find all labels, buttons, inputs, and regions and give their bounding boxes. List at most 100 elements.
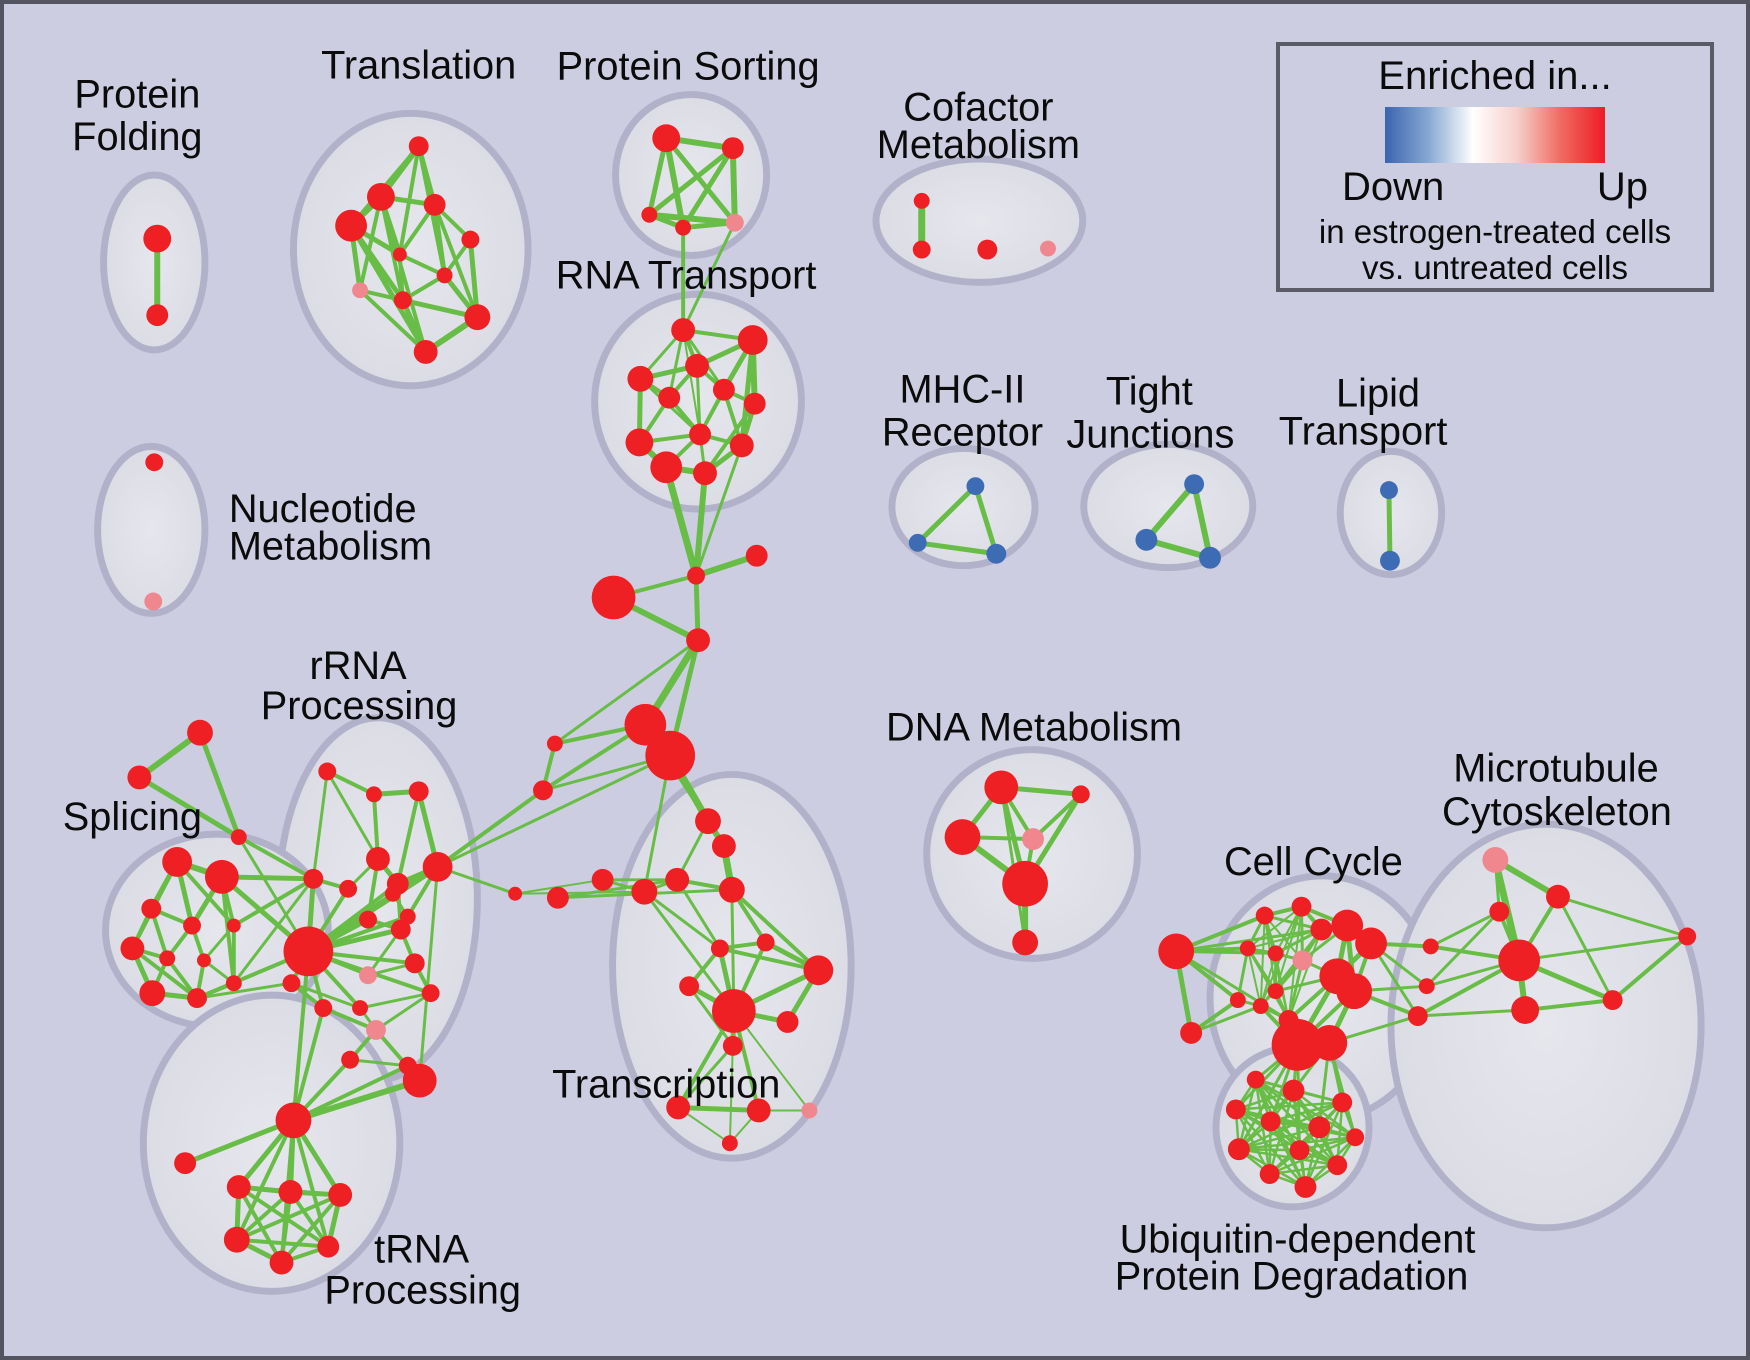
- network-node: [226, 918, 241, 933]
- cluster-label-rrna-processing-line2: Processing: [261, 684, 458, 728]
- network-edge: [1189, 1004, 1263, 1035]
- network-node: [461, 230, 480, 249]
- network-node: [712, 378, 735, 401]
- network-node: [436, 267, 453, 284]
- network-node: [721, 137, 744, 160]
- network-node: [404, 953, 425, 974]
- network-edge: [1292, 1089, 1357, 1139]
- network-node: [801, 1102, 818, 1119]
- network-node: [392, 247, 407, 262]
- network-node: [546, 886, 569, 909]
- network-node: [318, 762, 337, 781]
- network-node: [1332, 1092, 1353, 1113]
- network-edge: [1610, 934, 1690, 1003]
- cluster-label-trna-processing-line1: tRNA: [374, 1228, 469, 1272]
- network-edge: [703, 401, 757, 476]
- network-edge: [514, 890, 646, 895]
- network-node: [1012, 929, 1039, 956]
- cluster-label-ubiquitin-degradation-line1: Ubiquitin-dependent: [1120, 1218, 1476, 1262]
- network-node: [686, 628, 710, 653]
- network-edge: [739, 337, 756, 448]
- network-node: [1355, 927, 1387, 960]
- network-node: [367, 182, 395, 211]
- network-node: [1239, 940, 1256, 957]
- network-node: [359, 966, 377, 985]
- network-edge: [1237, 1126, 1321, 1151]
- network-node: [1311, 1024, 1348, 1061]
- network-node: [1259, 1164, 1280, 1185]
- network-edge: [729, 887, 821, 973]
- network-node: [1229, 992, 1246, 1009]
- network-node: [1498, 939, 1541, 982]
- network-edge: [311, 769, 329, 881]
- network-edge: [231, 876, 316, 928]
- network-node: [908, 533, 927, 552]
- network-edge: [1174, 928, 1323, 953]
- network-edge: [1143, 481, 1198, 543]
- network-node: [421, 984, 440, 1003]
- network-node: [317, 1235, 340, 1258]
- network-node: [141, 898, 162, 919]
- network-edge: [197, 730, 242, 840]
- cluster-label-nucleotide-metabolism-line2: Metabolism: [229, 525, 432, 569]
- network-edge: [680, 145, 736, 231]
- network-node: [422, 851, 453, 882]
- network-edge: [1174, 949, 1291, 1022]
- network-node: [230, 829, 247, 846]
- network-node: [341, 1050, 360, 1069]
- network-node: [384, 885, 401, 902]
- network-edge: [435, 788, 545, 869]
- network-node: [693, 461, 717, 486]
- network-node: [174, 1152, 197, 1175]
- network-edge: [348, 223, 429, 355]
- network-node: [671, 318, 696, 342]
- network-node: [710, 939, 729, 958]
- network-node: [627, 365, 654, 392]
- network-edge: [729, 145, 738, 226]
- network-edge: [1517, 934, 1689, 962]
- network-edge: [646, 145, 736, 218]
- network-node: [366, 1019, 386, 1040]
- network-edge: [1246, 947, 1262, 1008]
- cluster-label-cell-cycle-line1: Cell Cycle: [1224, 840, 1403, 884]
- network-edge: [687, 984, 735, 1048]
- cluster-label-transcription-line1: Transcription: [552, 1063, 780, 1107]
- network-node: [913, 192, 930, 209]
- network-edge: [1237, 1147, 1339, 1167]
- cluster-label-mhc-ii-receptor-line1: MHC-II: [900, 368, 1026, 412]
- network-edge: [1386, 487, 1393, 564]
- network-node: [283, 926, 334, 977]
- legend-box: Enriched in... Down Up in estrogen-treat…: [1276, 42, 1714, 292]
- network-node: [737, 325, 768, 355]
- network-edge: [1143, 536, 1214, 561]
- legend-title: Enriched in...: [1378, 54, 1612, 98]
- network-node: [746, 1098, 771, 1123]
- network-node: [966, 477, 985, 496]
- network-node: [408, 136, 429, 157]
- cluster-label-lipid-transport-line1: Lipid: [1336, 372, 1420, 416]
- network-node: [1380, 550, 1400, 571]
- network-edge: [436, 754, 672, 869]
- network-edge: [291, 1118, 331, 1249]
- network-edge: [553, 638, 700, 746]
- cluster-ellipse-layer: [94, 90, 1705, 1295]
- network-node: [1022, 828, 1044, 850]
- network-node: [658, 386, 681, 409]
- network-node: [1267, 945, 1284, 962]
- network-node: [1546, 884, 1570, 909]
- network-node: [1336, 973, 1373, 1010]
- network-edge: [1191, 481, 1214, 561]
- network-node: [1040, 240, 1056, 257]
- network-edge: [682, 329, 702, 436]
- network-node: [127, 765, 152, 790]
- network-edge: [1259, 952, 1277, 1008]
- network-node: [687, 566, 706, 585]
- network-edge: [358, 288, 428, 354]
- network-node: [645, 730, 696, 781]
- network-node: [984, 770, 1019, 805]
- network-node: [328, 1183, 353, 1207]
- network-edge: [236, 835, 316, 881]
- network-node: [1184, 474, 1205, 495]
